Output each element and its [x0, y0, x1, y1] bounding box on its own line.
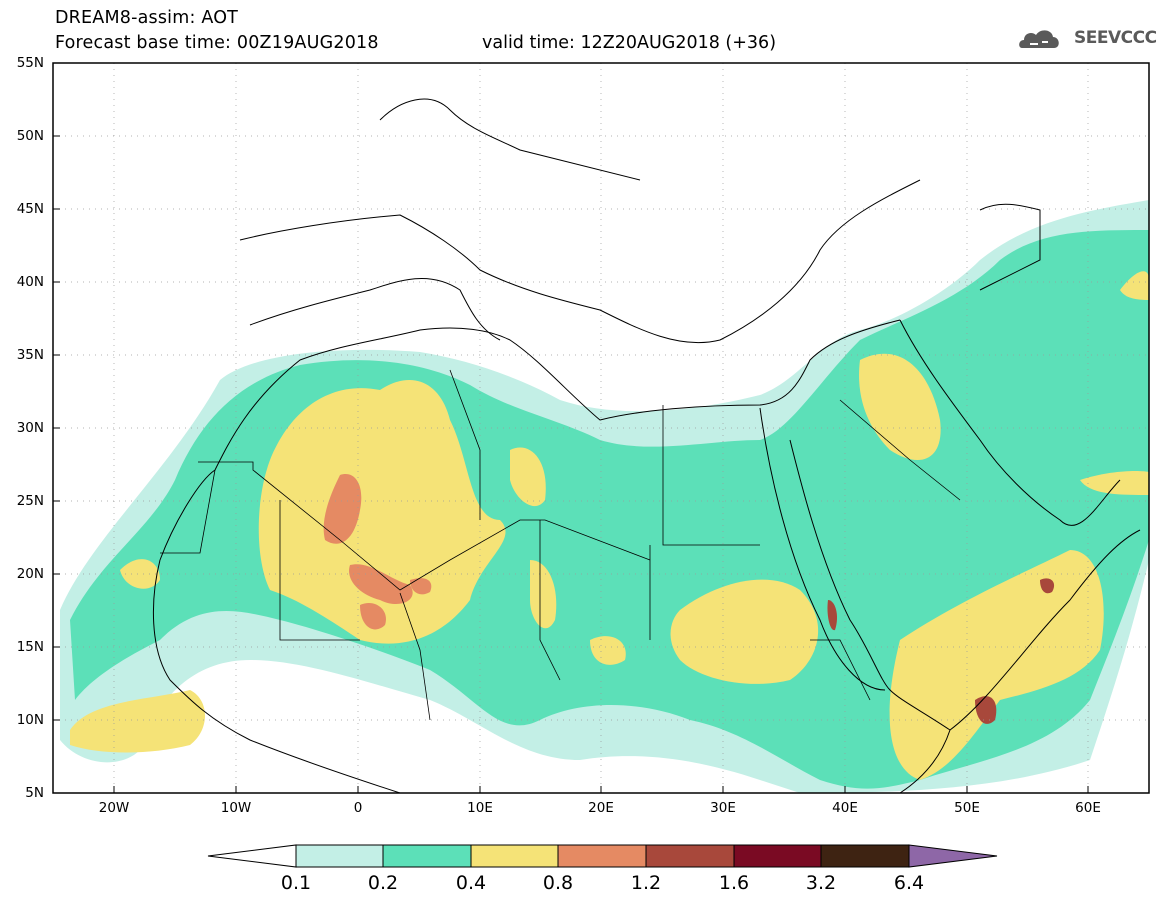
valid-time: valid time: 12Z20AUG2018 (+36)	[482, 33, 777, 53]
colorbar-over-arrow	[908, 844, 998, 868]
cloud-logo-icon	[1019, 30, 1059, 48]
lat-label: 5N	[25, 785, 44, 801]
colorbar-box-4	[645, 844, 735, 868]
lon-label: 30E	[710, 800, 736, 816]
lat-label: 50N	[16, 128, 44, 144]
coastlines	[152, 98, 1141, 794]
colorbar-label: 0.8	[542, 872, 574, 894]
colorbar-label: 1.6	[718, 872, 750, 894]
logo-text: SEEVCCC	[1074, 28, 1157, 48]
lon-label: 20E	[588, 800, 614, 816]
lat-label: 25N	[16, 493, 44, 509]
forecast-base-time: Forecast base time: 00Z19AUG2018	[55, 33, 379, 53]
lon-label: 40E	[832, 800, 858, 816]
colorbar-label: 0.2	[367, 872, 399, 894]
lat-label: 15N	[16, 639, 44, 655]
colorbar-box-3	[557, 844, 647, 868]
lat-label: 10N	[16, 712, 44, 728]
lon-label: 10W	[220, 800, 252, 816]
lat-label: 40N	[16, 274, 44, 290]
country-borders	[160, 369, 961, 721]
lon-label: 0	[353, 800, 363, 816]
map-title: DREAM8-assim: AOT	[55, 8, 239, 28]
colorbar-label: 0.4	[455, 872, 487, 894]
colorbar-label: 6.4	[893, 872, 925, 894]
tick-marks	[53, 62, 1089, 793]
lat-label: 20N	[16, 566, 44, 582]
lon-label: 50E	[954, 800, 980, 816]
colorbar-label: 1.2	[630, 872, 662, 894]
colorbar-box-6	[820, 844, 910, 868]
lat-label: 30N	[16, 420, 44, 436]
colorbar	[207, 844, 998, 868]
colorbar-box-5	[733, 844, 822, 868]
colorbar-label: 0.1	[280, 872, 312, 894]
lon-label: 60E	[1075, 800, 1101, 816]
colorbar-box-2	[470, 844, 559, 868]
lon-label: 10E	[467, 800, 493, 816]
lon-label: 20W	[98, 800, 130, 816]
colorbar-box-0	[295, 844, 384, 868]
colorbar-box-1	[382, 844, 472, 868]
colorbar-under-arrow	[207, 844, 297, 868]
lat-label: 55N	[16, 55, 44, 71]
aot-shading	[60, 200, 1149, 793]
lat-label: 45N	[16, 201, 44, 217]
lat-label: 35N	[16, 347, 44, 363]
colorbar-label: 3.2	[805, 872, 837, 894]
